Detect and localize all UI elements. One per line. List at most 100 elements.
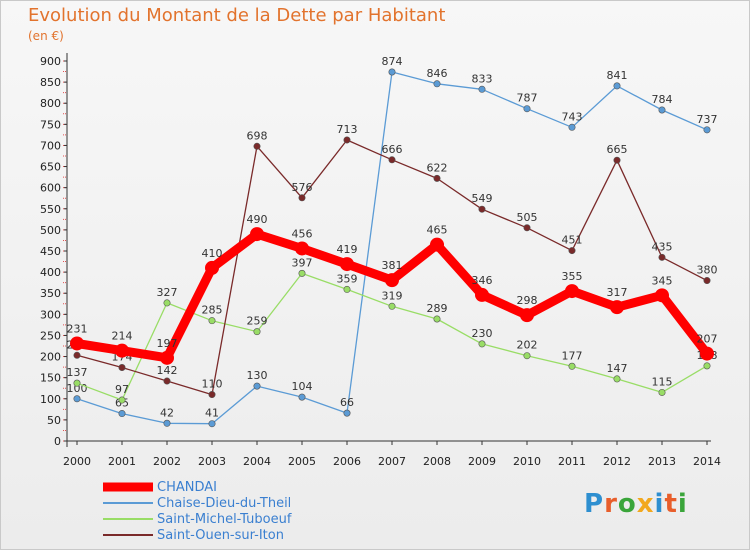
x-tick-label: 2011 bbox=[558, 455, 586, 468]
data-point bbox=[703, 126, 711, 134]
x-tick-label: 2010 bbox=[513, 455, 541, 468]
data-label: 355 bbox=[562, 270, 583, 283]
data-label: 841 bbox=[607, 69, 628, 82]
data-point bbox=[73, 379, 81, 387]
data-label: 137 bbox=[67, 366, 88, 379]
data-label: 381 bbox=[382, 259, 403, 272]
legend-label: CHANDAI bbox=[157, 480, 217, 495]
data-label: 142 bbox=[157, 364, 178, 377]
data-label: 97 bbox=[115, 383, 129, 396]
data-point bbox=[568, 247, 576, 255]
data-point bbox=[163, 299, 171, 307]
data-point bbox=[253, 142, 261, 150]
data-label: 259 bbox=[247, 315, 268, 328]
data-point bbox=[253, 328, 261, 336]
data-point bbox=[70, 336, 84, 351]
data-point bbox=[433, 174, 441, 182]
data-label: 115 bbox=[652, 375, 673, 388]
data-point bbox=[613, 375, 621, 383]
y-tick-label: 300 bbox=[40, 308, 61, 321]
data-point bbox=[478, 85, 486, 93]
y-tick-label: 550 bbox=[40, 203, 61, 216]
x-tick-label: 2001 bbox=[108, 455, 136, 468]
data-point bbox=[343, 285, 351, 293]
data-point bbox=[343, 409, 351, 417]
y-tick-label: 700 bbox=[40, 139, 61, 152]
data-label: 231 bbox=[67, 322, 88, 335]
data-label: 397 bbox=[292, 256, 313, 269]
y-tick-label: 600 bbox=[40, 182, 61, 195]
data-label: 698 bbox=[247, 129, 268, 142]
y-tick-label: 150 bbox=[40, 372, 61, 385]
x-tick-label: 2000 bbox=[63, 455, 91, 468]
data-label: 130 bbox=[247, 369, 268, 382]
data-label: 177 bbox=[562, 349, 583, 362]
x-tick-label: 2007 bbox=[378, 455, 406, 468]
x-tick-label: 2009 bbox=[468, 455, 496, 468]
data-point bbox=[475, 287, 489, 302]
data-label: 289 bbox=[427, 302, 448, 315]
data-label: 713 bbox=[337, 123, 358, 136]
data-point bbox=[73, 351, 81, 359]
data-point bbox=[388, 302, 396, 310]
data-label: 319 bbox=[382, 289, 403, 302]
data-point bbox=[115, 343, 129, 358]
data-label: 666 bbox=[382, 143, 403, 156]
data-label: 317 bbox=[607, 286, 628, 299]
data-point bbox=[253, 382, 261, 390]
data-point bbox=[433, 80, 441, 88]
data-point bbox=[385, 273, 399, 288]
data-label: 66 bbox=[340, 396, 354, 409]
data-label: 380 bbox=[697, 264, 718, 277]
data-label: 451 bbox=[562, 234, 583, 247]
data-label: 410 bbox=[202, 247, 223, 260]
data-label: 435 bbox=[652, 240, 673, 253]
data-point bbox=[565, 284, 579, 299]
legend-label: Saint-Michel-Tuboeuf bbox=[157, 512, 292, 527]
x-tick-label: 2002 bbox=[153, 455, 181, 468]
x-tick-label: 2013 bbox=[648, 455, 676, 468]
data-label: 197 bbox=[157, 337, 178, 350]
y-tick-label: 500 bbox=[40, 224, 61, 237]
data-label: 874 bbox=[382, 55, 403, 68]
y-tick-label: 250 bbox=[40, 329, 61, 342]
data-label: 490 bbox=[247, 213, 268, 226]
y-tick-label: 0 bbox=[54, 435, 61, 448]
data-label: 784 bbox=[652, 93, 673, 106]
chart-subtitle: (en €) bbox=[28, 29, 64, 43]
data-point bbox=[703, 362, 711, 370]
data-point bbox=[343, 136, 351, 144]
data-label: 230 bbox=[472, 327, 493, 340]
data-point bbox=[658, 106, 666, 114]
data-point bbox=[160, 350, 174, 365]
data-point bbox=[658, 388, 666, 396]
x-tick-label: 2008 bbox=[423, 455, 451, 468]
data-point bbox=[388, 68, 396, 76]
y-tick-label: 900 bbox=[40, 55, 61, 68]
y-tick-label: 650 bbox=[40, 161, 61, 174]
data-point bbox=[298, 393, 306, 401]
y-tick-label: 100 bbox=[40, 393, 61, 406]
data-point bbox=[523, 105, 531, 113]
x-tick-label: 2012 bbox=[603, 455, 631, 468]
data-point bbox=[613, 156, 621, 164]
data-label: 576 bbox=[292, 181, 313, 194]
data-label: 737 bbox=[697, 113, 718, 126]
legend-label: Chaise-Dieu-du-Theil bbox=[157, 496, 291, 511]
data-label: 110 bbox=[202, 378, 223, 391]
data-point bbox=[655, 288, 669, 303]
data-point bbox=[568, 362, 576, 370]
data-label: 787 bbox=[517, 92, 538, 105]
data-label: 327 bbox=[157, 286, 178, 299]
data-label: 359 bbox=[337, 272, 358, 285]
data-point bbox=[163, 377, 171, 385]
data-label: 298 bbox=[517, 294, 538, 307]
data-point bbox=[433, 315, 441, 323]
data-label: 622 bbox=[427, 161, 448, 174]
data-label: 833 bbox=[472, 72, 493, 85]
y-tick-label: 350 bbox=[40, 287, 61, 300]
data-label: 505 bbox=[517, 211, 538, 224]
data-point bbox=[208, 420, 216, 428]
